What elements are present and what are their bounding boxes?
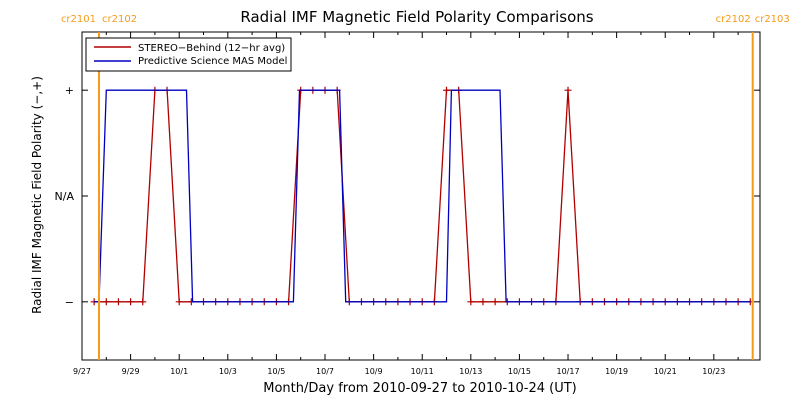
x-tick-label: 10/15: [508, 367, 531, 376]
x-axis-label: Month/Day from 2010-09-27 to 2010-10-24 …: [263, 381, 576, 396]
stereo-data-point: [102, 298, 110, 306]
stereo-series-line: [94, 89, 751, 303]
stereo-data-point: [114, 298, 122, 306]
x-tick-label: 10/5: [267, 367, 285, 376]
stereo-data-point: [443, 86, 451, 94]
carrington-layer: cr2101 cr2102 cr2102 cr2103: [61, 14, 790, 360]
x-tick-label: 10/11: [411, 367, 434, 376]
x-tick-label: 10/17: [556, 367, 579, 376]
stereo-data-point: [479, 298, 487, 306]
plot-area: [81, 31, 761, 361]
x-tick-label: 10/13: [459, 367, 482, 376]
legend: STEREO−Behind (12−hr avg) Predictive Sci…: [85, 37, 292, 72]
x-tick-label: 10/19: [605, 367, 628, 376]
x-tick-label: 9/29: [122, 367, 140, 376]
stereo-data-point: [467, 298, 475, 306]
stereo-data-point: [491, 298, 499, 306]
x-tick-label: 10/7: [316, 367, 334, 376]
series-layer: [90, 86, 754, 306]
carrington-label-right: cr2103: [755, 14, 790, 25]
chart-title: Radial IMF Magnetic Field Polarity Compa…: [240, 8, 593, 26]
legend-box: [85, 37, 292, 72]
x-tick-label: 9/27: [73, 367, 91, 376]
x-tick-label: 10/3: [219, 367, 237, 376]
x-tick-label: 10/21: [654, 367, 677, 376]
carrington-label-left: cr2101: [61, 14, 96, 25]
carrington-label-right: cr2102: [102, 14, 137, 25]
y-tick-label: N/A: [55, 190, 75, 203]
stereo-data-point: [564, 86, 572, 94]
stereo-data-point: [139, 298, 147, 306]
y-axis-label: Radial IMF Magnetic Field Polarity (−,+): [30, 76, 44, 314]
stereo-data-point: [127, 298, 135, 306]
legend-label-stereo: STEREO−Behind (12−hr avg): [138, 43, 285, 54]
stereo-data-point: [175, 298, 183, 306]
carrington-label-left: cr2102: [716, 14, 751, 25]
mas-series-line: [94, 89, 751, 303]
legend-label-mas: Predictive Science MAS Model: [138, 56, 287, 67]
y-tick-label: −: [65, 296, 74, 309]
x-tick-label: 10/9: [365, 367, 383, 376]
y-tick-label: +: [65, 84, 74, 97]
tick-layer: 9/27 9/29 10/1 10/3 10/5 10/7 10/9 10/11 10/13 10…: [55, 32, 760, 376]
x-tick-label: 10/1: [170, 367, 188, 376]
x-tick-label: 10/23: [702, 367, 725, 376]
